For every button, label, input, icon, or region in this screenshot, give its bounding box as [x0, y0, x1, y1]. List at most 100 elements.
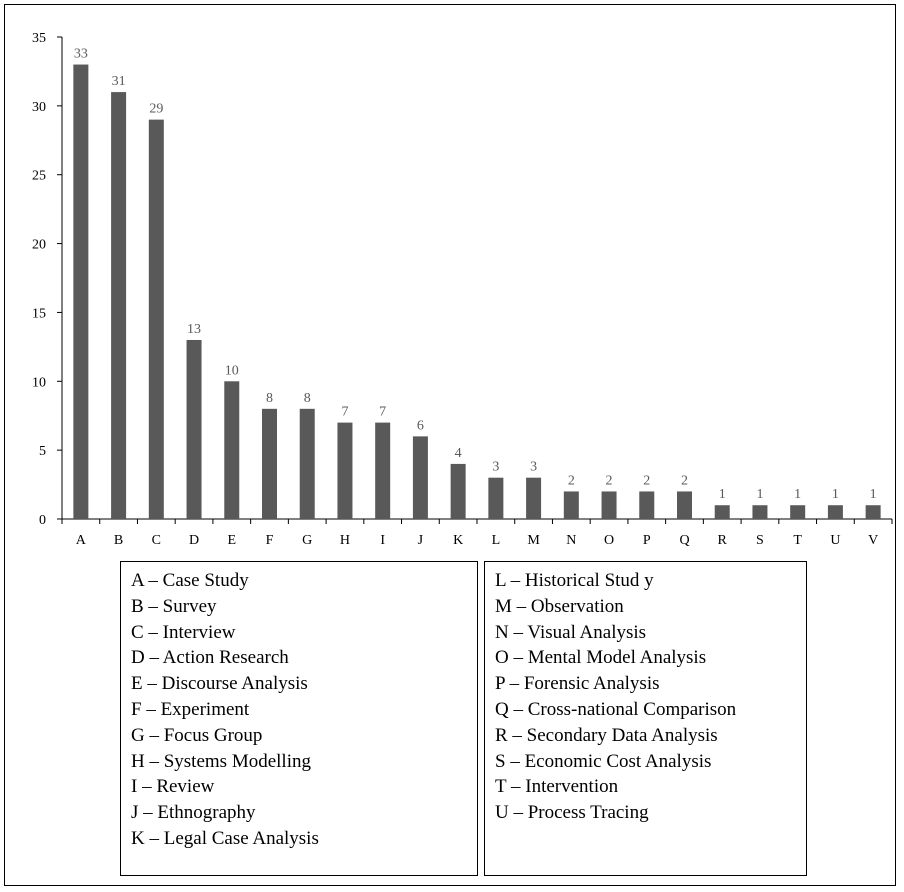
- legend-item: L – Historical Stud y: [495, 570, 654, 591]
- data-label: 7: [379, 405, 386, 420]
- legend-item: C – Interview: [131, 621, 236, 643]
- x-tick-label: G: [302, 533, 312, 548]
- data-label: 2: [643, 473, 650, 488]
- x-tick-label: F: [266, 533, 274, 548]
- legend-item: J – Ethnography: [131, 802, 256, 824]
- bar: [601, 491, 617, 519]
- y-tick-label: 15: [32, 306, 46, 321]
- x-tick-label: P: [643, 533, 651, 548]
- data-label: 2: [606, 473, 613, 488]
- bar: [299, 408, 315, 519]
- y-tick-label: 20: [32, 238, 46, 253]
- x-tick-label: Q: [679, 533, 689, 548]
- legend-item: F – Experiment: [131, 698, 250, 720]
- data-label: 2: [681, 473, 688, 488]
- bar: [639, 491, 655, 519]
- legend-item: K – Legal Case Analysis: [131, 827, 319, 849]
- legend-item: T – Intervention: [495, 776, 619, 798]
- legend-item: N – Visual Analysis: [495, 621, 647, 643]
- legend-item: G – Focus Group: [131, 724, 263, 746]
- data-label: 1: [794, 487, 801, 502]
- bar: [450, 463, 466, 519]
- x-tick-label: J: [418, 533, 424, 548]
- x-tick-label: A: [76, 533, 87, 548]
- data-label: 1: [832, 487, 839, 502]
- x-tick-label: U: [830, 533, 840, 548]
- data-label: 1: [870, 487, 877, 502]
- bar: [488, 477, 504, 519]
- y-tick-label: 25: [32, 169, 46, 184]
- x-tick-label: N: [566, 533, 576, 548]
- legend-box-left: A – Case Study B – Survey C – Interview …: [120, 561, 478, 876]
- data-label: 8: [304, 391, 311, 406]
- data-label: 33: [74, 47, 88, 62]
- bar: [73, 64, 89, 520]
- x-tick-label: T: [793, 533, 802, 548]
- legend-item: I – Review: [131, 776, 215, 798]
- bar: [148, 119, 164, 519]
- legend-item: E – Discourse Analysis: [131, 673, 308, 695]
- x-tick-label: C: [152, 533, 161, 548]
- x-tick-label: M: [527, 533, 540, 548]
- data-label: 31: [112, 74, 126, 89]
- x-tick-label: R: [718, 533, 728, 548]
- x-tick-label: D: [189, 533, 199, 548]
- x-tick-label: L: [492, 533, 501, 548]
- legend-item: P – Forensic Analysis: [495, 673, 660, 695]
- data-label: 13: [187, 322, 201, 337]
- bar: [752, 505, 768, 519]
- y-tick-label: 35: [32, 31, 46, 46]
- data-label: 29: [149, 102, 163, 117]
- bar: [526, 477, 542, 519]
- chart-labels: 33 A 31 B 29 C 13 D 10 E 8 F 8 G 7 H 7 I 6 J 4 K 3 L 3 M 2 N 2 O 2 P 2 Q 1…: [74, 47, 878, 548]
- bar: [375, 422, 391, 519]
- bar: [865, 505, 881, 519]
- legend-item: U – Process Tracing: [495, 802, 649, 824]
- legend-item: B – Survey: [131, 595, 217, 617]
- legend-item: O – Mental Model Analysis: [495, 647, 707, 669]
- x-tick-label: B: [114, 533, 123, 548]
- data-label: 3: [530, 460, 537, 475]
- bar: [677, 491, 692, 519]
- y-tick-label: 0: [39, 513, 46, 528]
- legend-item: A – Case Study: [131, 570, 249, 591]
- data-label: 4: [455, 446, 462, 461]
- legend-item: R – Secondary Data Analysis: [495, 724, 718, 746]
- data-label: 3: [492, 460, 499, 475]
- y-tick-label: 30: [32, 100, 46, 115]
- bar: [224, 381, 240, 519]
- legend-box-right: L – Historical Stud y M – Observation N …: [484, 561, 807, 876]
- y-tick-label: 10: [32, 375, 46, 390]
- legend-item: Q – Cross-national Comparison: [495, 698, 737, 720]
- x-tick-label: I: [380, 533, 385, 548]
- data-label: 10: [225, 363, 239, 378]
- bar: [790, 505, 806, 519]
- bar: [563, 491, 579, 519]
- data-label: 2: [568, 473, 575, 488]
- data-label: 1: [719, 487, 726, 502]
- bar: [186, 339, 202, 519]
- x-tick-label: S: [756, 533, 764, 548]
- legend-item: S – Economic Cost Analysis: [495, 750, 712, 772]
- y-tick-label: 5: [39, 444, 46, 459]
- chart-bars: [73, 64, 881, 520]
- bar: [714, 505, 730, 519]
- data-label: 7: [341, 405, 348, 420]
- bar: [111, 92, 127, 519]
- x-tick-label: H: [340, 533, 350, 548]
- x-tick-label: O: [604, 533, 614, 548]
- legend-item: D – Action Research: [131, 647, 289, 669]
- data-label: 6: [417, 418, 424, 433]
- x-tick-label: V: [868, 533, 878, 548]
- legend-item: H – Systems Modelling: [131, 750, 311, 772]
- x-tick-label: E: [227, 533, 236, 548]
- x-tick-label: K: [453, 533, 463, 548]
- bar: [827, 505, 843, 519]
- legend-item: M – Observation: [495, 595, 624, 617]
- bar: [262, 408, 277, 519]
- data-label: 8: [266, 391, 273, 406]
- bar: [337, 422, 353, 519]
- bar: [412, 436, 428, 519]
- data-label: 1: [756, 487, 763, 502]
